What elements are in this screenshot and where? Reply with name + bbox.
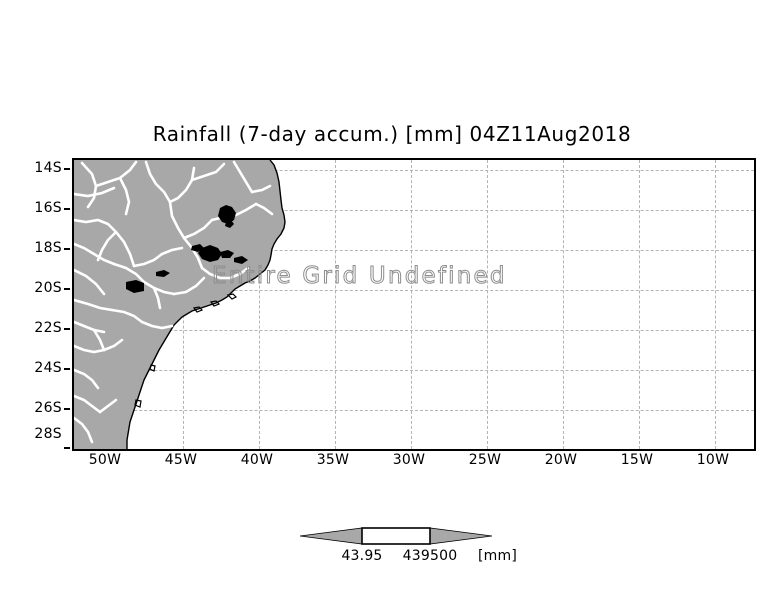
axis-label-y: 16S <box>34 200 62 216</box>
gridline-vertical <box>335 160 336 449</box>
axis-tick-y <box>64 447 70 449</box>
axis-label-x: 50W <box>88 452 122 468</box>
axis-tick-y <box>64 168 70 170</box>
colorbar-min-label: 43.95 <box>341 548 383 564</box>
axis-label-y: 18S <box>34 240 62 256</box>
coastal-detail <box>226 293 238 300</box>
gridline-vertical <box>411 160 412 449</box>
gridline-horizontal <box>74 410 754 411</box>
colorbar-band <box>361 527 431 545</box>
colorbar-arrow-left <box>300 527 363 545</box>
axis-label-x: 30W <box>392 452 426 468</box>
gridline-horizontal <box>74 210 754 211</box>
coastal-detail <box>209 300 221 307</box>
gridline-horizontal <box>74 290 754 291</box>
coastal-detail <box>192 306 204 313</box>
axis-label-y: 22S <box>34 320 62 336</box>
axis-label-y: 24S <box>34 360 62 376</box>
inland-water-bodies <box>126 205 248 293</box>
gridline-vertical <box>563 160 564 449</box>
axis-label-x: 45W <box>164 452 198 468</box>
gridline-horizontal <box>74 370 754 371</box>
axis-label-x: 10W <box>696 452 730 468</box>
landmass-south-america <box>74 160 285 449</box>
axis-tick-y <box>64 208 70 210</box>
axis-label-y: 14S <box>34 160 62 176</box>
axis-label-y: 28S <box>34 426 62 442</box>
axis-tick-y <box>64 288 70 290</box>
gridline-horizontal <box>74 250 754 251</box>
axis-label-x: 15W <box>620 452 654 468</box>
colorbar-labels: 43.95 439500 [mm] <box>280 548 520 568</box>
map-plot-frame[interactable]: Entire Grid Undefined <box>72 158 756 451</box>
axis-label-y: 26S <box>34 400 62 416</box>
axis-tick-y <box>64 328 70 330</box>
colorbar-arrow-right <box>429 527 492 545</box>
gridline-vertical <box>639 160 640 449</box>
axis-label-x: 20W <box>544 452 578 468</box>
map-plot-area[interactable]: Entire Grid Undefined <box>74 160 754 449</box>
axis-tick-y <box>64 408 70 410</box>
gridline-vertical <box>715 160 716 449</box>
colorbar[interactable] <box>300 524 492 548</box>
axis-tick-y <box>64 248 70 250</box>
coastal-detail <box>134 399 142 408</box>
gridline-vertical <box>259 160 260 449</box>
gridline-horizontal <box>74 170 754 171</box>
gridline-horizontal <box>74 330 754 331</box>
map-geometry <box>74 160 286 449</box>
colorbar-units-label: [mm] <box>478 548 517 564</box>
colorbar-max-label: 439500 <box>402 548 458 564</box>
coastal-detail <box>149 364 156 372</box>
axis-label-x: 40W <box>240 452 274 468</box>
axis-label-x: 35W <box>316 452 350 468</box>
colorbar-graphic[interactable] <box>300 524 492 548</box>
gridline-vertical <box>487 160 488 449</box>
axis-label-y: 20S <box>34 280 62 296</box>
page-title: Rainfall (7-day accum.) [mm] 04Z11Aug201… <box>152 122 632 146</box>
axis-label-x: 25W <box>468 452 502 468</box>
axis-tick-y <box>64 368 70 370</box>
coastline <box>126 160 286 449</box>
